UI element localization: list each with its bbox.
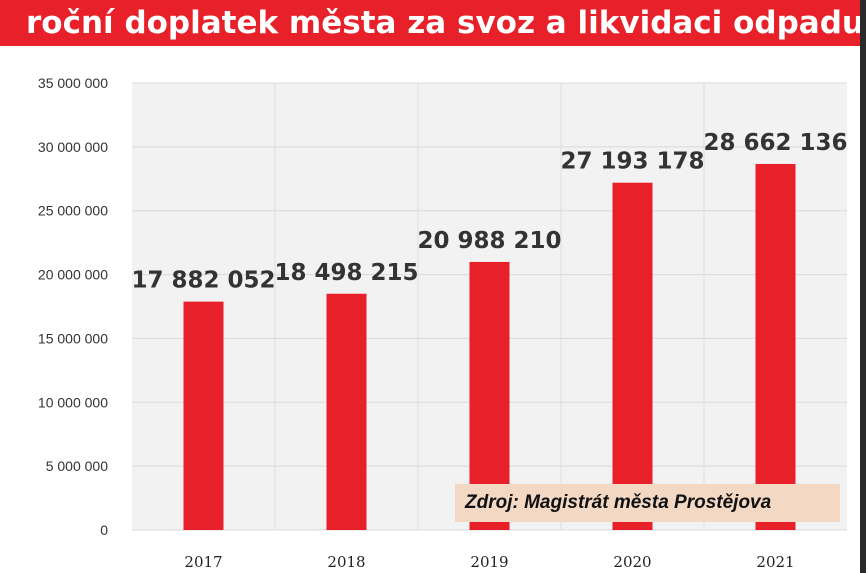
bar-2021 <box>755 163 796 530</box>
data-label-2020: 27 193 178 <box>560 149 704 175</box>
bar-chart: 0 5 000 000 10 000 000 15 000 000 20 000 000… <box>38 75 848 571</box>
y-tick-label: 0 <box>100 522 108 538</box>
data-label-2018: 18 498 215 <box>274 260 418 286</box>
x-tick-label-2021: 2021 <box>756 553 794 571</box>
y-tick-label: 25 000 000 <box>38 203 108 219</box>
bar-2017 <box>183 301 224 530</box>
y-tick-label: 15 000 000 <box>38 330 108 346</box>
y-tick-label: 35 000 000 <box>38 75 108 91</box>
data-label-2021: 28 662 136 <box>703 130 847 156</box>
y-tick-label: 30 000 000 <box>38 139 108 155</box>
data-label-2017: 17 882 052 <box>131 268 275 294</box>
frame-edge <box>860 0 866 573</box>
bar-2020 <box>612 182 653 530</box>
x-tick-label-2020: 2020 <box>613 553 651 571</box>
y-tick-label: 10 000 000 <box>38 394 108 410</box>
data-label-2019: 20 988 210 <box>417 228 561 254</box>
x-tick-label-2018: 2018 <box>327 553 365 571</box>
bar-2018 <box>326 293 367 530</box>
y-tick-label: 20 000 000 <box>38 267 108 283</box>
source-note: Zdroj: Magistrát města Prostějova <box>455 484 840 522</box>
y-tick-label: 5 000 000 <box>46 458 108 474</box>
chart-title: roční doplatek města za svoz a likvidaci… <box>0 0 860 46</box>
x-tick-label-2019: 2019 <box>470 553 508 571</box>
x-tick-label-2017: 2017 <box>184 553 222 571</box>
